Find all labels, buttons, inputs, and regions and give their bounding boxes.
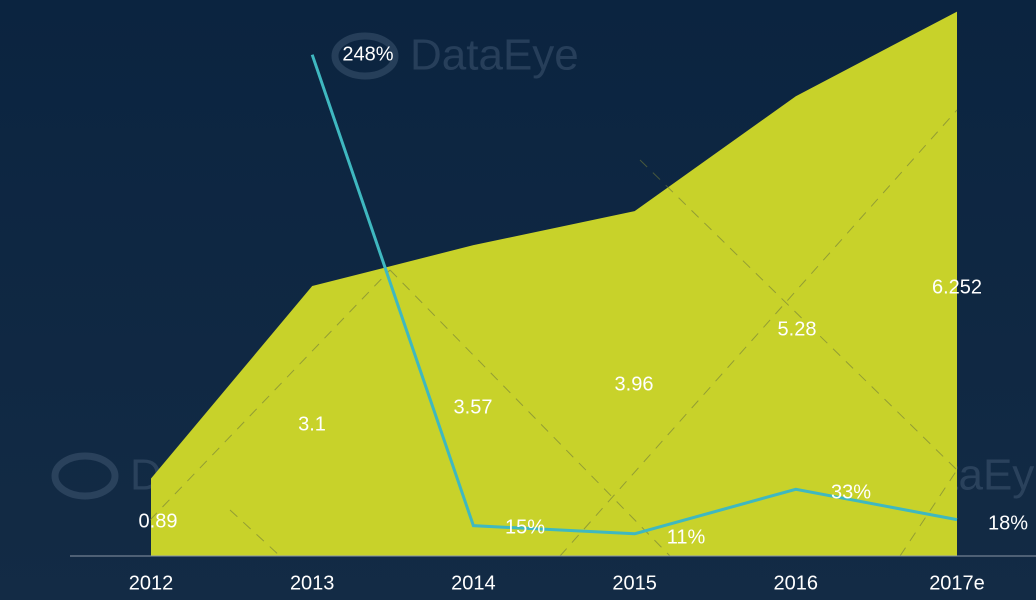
data-label: 33% <box>831 481 871 503</box>
area <box>151 11 957 556</box>
data-label: 0.89 <box>139 510 178 532</box>
data-label: 5.28 <box>778 318 817 340</box>
data-label: 15% <box>505 516 545 538</box>
data-label: 248% <box>342 43 393 65</box>
x-tick-label: 2017e <box>929 572 985 594</box>
data-label: 3.1 <box>298 413 326 435</box>
data-label: 11% <box>667 526 706 548</box>
watermark-icon <box>331 32 399 80</box>
x-tick-label: 2015 <box>612 572 657 594</box>
data-label: 3.57 <box>454 396 493 418</box>
decor-lines <box>149 109 958 557</box>
x-tick-label: 2016 <box>774 572 819 594</box>
x-tick-label: 2014 <box>451 572 496 594</box>
data-label: 3.96 <box>615 373 654 395</box>
watermark: DataEye <box>410 31 579 80</box>
data-label: 18% <box>988 512 1028 534</box>
x-tick-label: 2013 <box>290 572 335 594</box>
plot: DataEyeDataEyeDataEye <box>51 11 1036 556</box>
watermark-icon <box>51 452 119 500</box>
data-label: 6.252 <box>932 276 982 298</box>
x-tick-label: 2012 <box>129 572 174 594</box>
line <box>310 54 958 536</box>
